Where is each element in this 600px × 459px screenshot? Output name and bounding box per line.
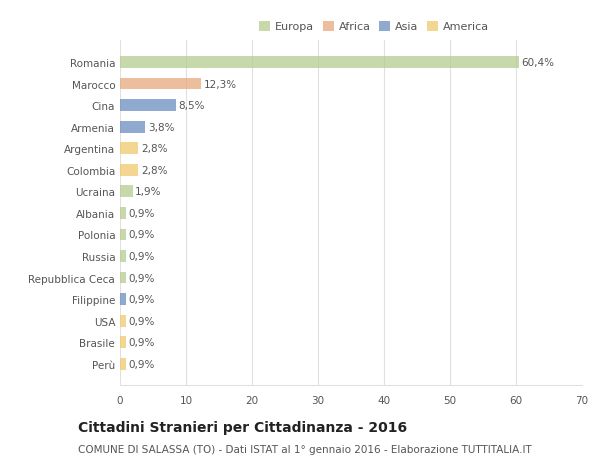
Bar bbox=[120, 229, 126, 241]
Bar bbox=[120, 186, 133, 198]
Bar bbox=[120, 100, 176, 112]
Bar bbox=[120, 143, 139, 155]
Bar bbox=[120, 358, 126, 370]
Text: 2,8%: 2,8% bbox=[141, 165, 167, 175]
Bar bbox=[120, 207, 126, 219]
Text: 0,9%: 0,9% bbox=[128, 230, 155, 240]
Text: 1,9%: 1,9% bbox=[135, 187, 161, 197]
Text: 8,5%: 8,5% bbox=[179, 101, 205, 111]
Text: 60,4%: 60,4% bbox=[521, 58, 554, 68]
Bar bbox=[120, 57, 518, 69]
Text: 0,9%: 0,9% bbox=[128, 208, 155, 218]
Bar bbox=[120, 336, 126, 348]
Bar bbox=[120, 251, 126, 263]
Bar bbox=[120, 315, 126, 327]
Text: 0,9%: 0,9% bbox=[128, 337, 155, 347]
Bar bbox=[120, 122, 145, 133]
Bar bbox=[120, 272, 126, 284]
Text: Cittadini Stranieri per Cittadinanza - 2016: Cittadini Stranieri per Cittadinanza - 2… bbox=[78, 420, 407, 434]
Bar bbox=[120, 78, 201, 90]
Legend: Europa, Africa, Asia, America: Europa, Africa, Asia, America bbox=[259, 22, 489, 32]
Text: 0,9%: 0,9% bbox=[128, 273, 155, 283]
Text: 0,9%: 0,9% bbox=[128, 316, 155, 326]
Text: 2,8%: 2,8% bbox=[141, 144, 167, 154]
Text: 0,9%: 0,9% bbox=[128, 252, 155, 262]
Bar bbox=[120, 294, 126, 305]
Text: 12,3%: 12,3% bbox=[204, 79, 237, 90]
Text: COMUNE DI SALASSA (TO) - Dati ISTAT al 1° gennaio 2016 - Elaborazione TUTTITALIA: COMUNE DI SALASSA (TO) - Dati ISTAT al 1… bbox=[78, 444, 532, 454]
Bar bbox=[120, 164, 139, 176]
Text: 0,9%: 0,9% bbox=[128, 359, 155, 369]
Text: 3,8%: 3,8% bbox=[148, 123, 174, 132]
Text: 0,9%: 0,9% bbox=[128, 295, 155, 304]
